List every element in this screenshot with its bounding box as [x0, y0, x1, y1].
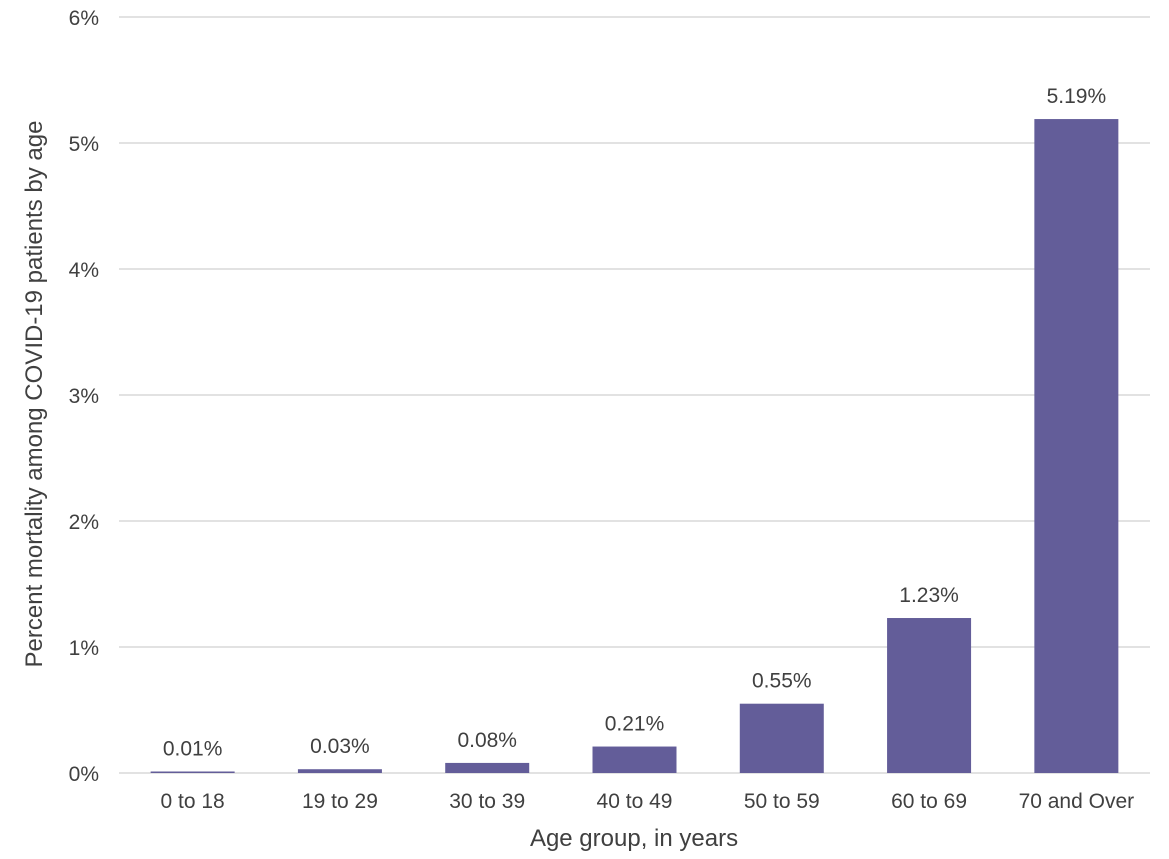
bar: [150, 771, 235, 773]
bar: [739, 703, 824, 773]
bar: [445, 762, 530, 773]
x-category-label: 40 to 49: [597, 790, 673, 813]
data-label: 0.21%: [605, 713, 665, 736]
y-tick-label: 2%: [69, 511, 99, 534]
y-tick-label: 1%: [69, 637, 99, 660]
y-tick-label: 3%: [69, 385, 99, 408]
y-tick-label: 6%: [69, 7, 99, 30]
x-axis-title: Age group, in years: [530, 825, 738, 852]
data-label: 0.03%: [310, 735, 370, 758]
y-tick-label: 4%: [69, 259, 99, 282]
bar: [297, 769, 382, 773]
data-label: 5.19%: [1047, 85, 1107, 108]
data-label: 1.23%: [899, 584, 959, 607]
y-tick-label: 5%: [69, 133, 99, 156]
y-tick-labels: 0% 1% 2% 3% 4% 5% 6%: [69, 7, 99, 786]
data-label: 0.55%: [752, 670, 812, 693]
x-category-labels: 0 to 18 19 to 29 30 to 39 40 to 49 50 to 59 6…: [161, 790, 1135, 813]
gridlines: [119, 16, 1150, 774]
data-labels: 0.01% 0.03% 0.08% 0.21% 0.55% 1.23% 5.19%: [163, 85, 1106, 760]
y-axis-title: Percent mortality among COVID-19 patient…: [21, 121, 48, 668]
data-label: 0.08%: [457, 729, 517, 752]
x-category-label: 0 to 18: [161, 790, 225, 813]
y-tick-label: 0%: [69, 763, 99, 786]
bar: [592, 746, 677, 773]
data-label: 0.01%: [163, 738, 223, 761]
x-category-label: 60 to 69: [891, 790, 967, 813]
bar: [1034, 119, 1119, 773]
x-category-label: 70 and Over: [1019, 790, 1135, 813]
x-category-label: 50 to 59: [744, 790, 820, 813]
bars: [150, 119, 1119, 773]
x-category-label: 30 to 39: [449, 790, 525, 813]
bar: [887, 618, 972, 773]
x-category-label: 19 to 29: [302, 790, 378, 813]
